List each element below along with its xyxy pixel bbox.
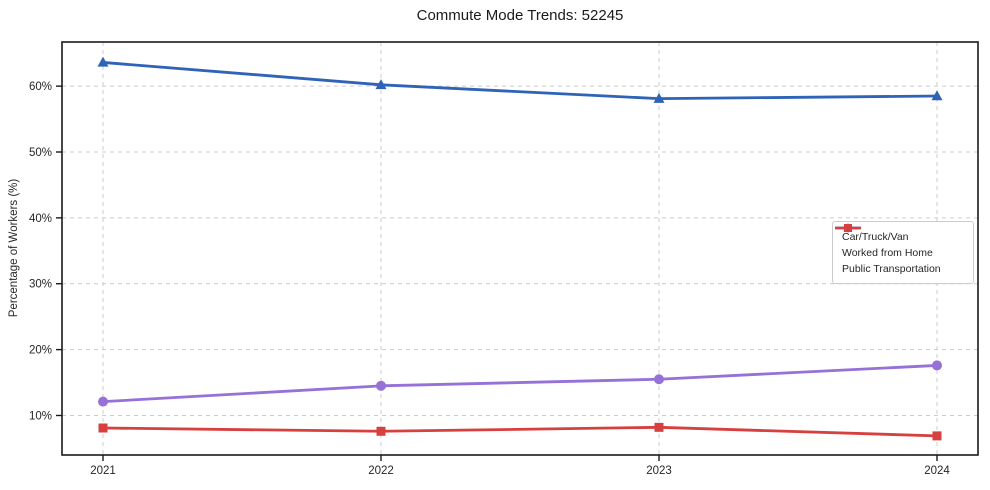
series-worked-from-home-marker-circle <box>654 374 664 385</box>
y-tick-label: 30% <box>29 279 52 291</box>
series-worked-from-home-marker-circle <box>98 396 108 407</box>
series-worked-from-home-marker-circle <box>932 360 942 371</box>
legend-label: Worked from Home <box>842 246 933 259</box>
x-tick-label: 2023 <box>646 465 672 477</box>
x-tick-label: 2022 <box>368 465 394 477</box>
series-worked-from-home-line <box>101 364 939 404</box>
series-public-transportation-line <box>101 425 939 438</box>
y-tick-label: 20% <box>29 345 52 357</box>
legend: Car/Truck/Van Worked from Home Public Tran… <box>832 221 974 284</box>
chart-title: Commute Mode Trends: 52245 <box>416 7 624 24</box>
series-public-transportation-marker-square <box>654 422 664 432</box>
series-car-truck-van-marker-triangle <box>375 79 387 90</box>
series-public-transportation-marker-square <box>932 431 942 441</box>
legend-label: Public Transportation <box>842 262 941 275</box>
series-car-truck-van-marker-triangle <box>931 90 943 101</box>
series-car-truck-van-marker-triangle <box>653 92 665 103</box>
series-worked-from-home-marker-circle <box>376 380 386 391</box>
y-tick-label: 40% <box>29 213 52 225</box>
legend-item-worked-from-home: Worked from Home <box>835 223 965 260</box>
y-tick-label: 60% <box>29 81 52 93</box>
legend-label: Car/Truck/Van <box>842 230 909 243</box>
plot-frame <box>61 41 979 456</box>
x-tick-label: 2021 <box>90 465 116 477</box>
legend-item-public-transportation: Public Transportation <box>835 224 965 276</box>
y-tick-label: 10% <box>29 410 52 422</box>
x-tick-label: 2024 <box>924 465 950 477</box>
legend-sample-square-icon <box>835 224 861 232</box>
series-car-truck-van-line <box>101 61 939 101</box>
series-public-transportation-marker-square <box>98 423 108 433</box>
y-tick-label: 50% <box>29 147 52 159</box>
series-car-truck-van-marker-triangle <box>97 56 109 67</box>
series-public-transportation-marker-square <box>376 426 386 436</box>
